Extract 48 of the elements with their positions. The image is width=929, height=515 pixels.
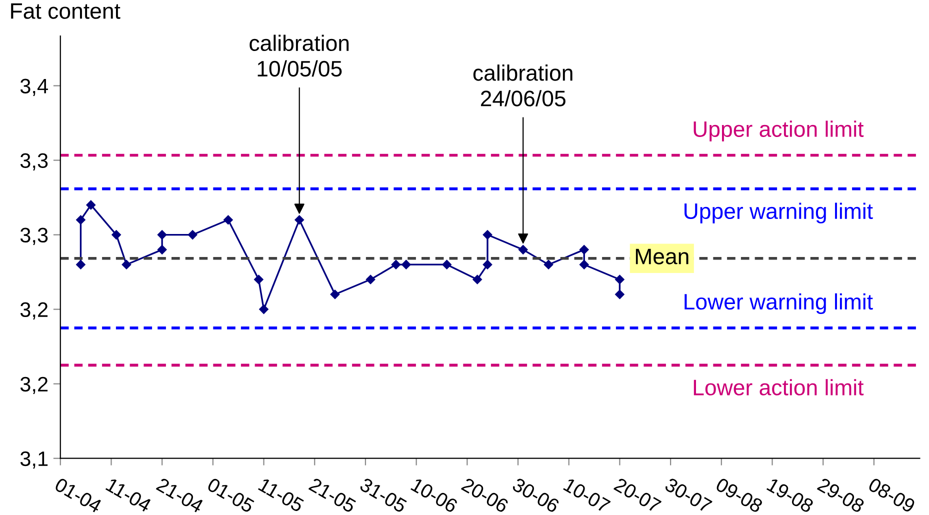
annotation: calibration 24/06/05	[473, 64, 572, 106]
point	[157, 230, 167, 240]
ref-line-label: Lower warning limit	[684, 293, 873, 314]
point	[615, 290, 624, 300]
point	[544, 260, 554, 270]
y-tick-label: 3,4	[20, 78, 48, 96]
point	[366, 274, 376, 284]
ref-line-label: Upper warning limit	[684, 202, 873, 224]
point	[472, 274, 482, 284]
point	[482, 260, 492, 270]
point	[482, 230, 492, 240]
x-tick-label: 11-04	[105, 478, 152, 513]
point	[157, 245, 167, 254]
point	[579, 245, 589, 254]
annotation: calibration 10/05/05	[250, 34, 349, 77]
point	[112, 230, 121, 240]
ref-line-label: Mean	[636, 248, 688, 264]
x-tick-label: 10-06	[410, 478, 458, 514]
x-tick-label: 11-05	[258, 478, 305, 513]
y-axis-title: Fat content	[11, 3, 120, 19]
x-tick-label: 30-07	[664, 477, 713, 514]
point	[76, 260, 86, 270]
x-tick-label: 08-09	[867, 477, 916, 514]
y-tick-label: 3,3	[20, 228, 48, 245]
point	[224, 215, 233, 224]
point	[188, 230, 198, 240]
x-tick-label: 19-08	[766, 478, 814, 514]
point	[579, 260, 589, 270]
ref-line-label: Lower action limit	[694, 379, 864, 396]
point	[330, 290, 340, 300]
point	[76, 215, 86, 224]
point	[402, 260, 411, 270]
y-tick-label: 3,2	[20, 376, 48, 394]
point	[294, 215, 304, 224]
point	[518, 245, 528, 254]
y-tick-label: 3,1	[20, 451, 48, 469]
x-tick-label: 20-07	[613, 477, 662, 514]
x-tick-label: 10-07	[563, 478, 611, 514]
ref-line-label: Upper action limit	[694, 120, 864, 142]
point	[86, 200, 96, 210]
point	[615, 274, 624, 284]
point	[391, 260, 401, 270]
point	[442, 260, 452, 270]
point	[259, 304, 268, 314]
y-tick-label: 3,2	[20, 302, 48, 320]
y-tick-label: 3,3	[20, 153, 48, 170]
point	[122, 260, 132, 270]
point	[254, 274, 264, 284]
